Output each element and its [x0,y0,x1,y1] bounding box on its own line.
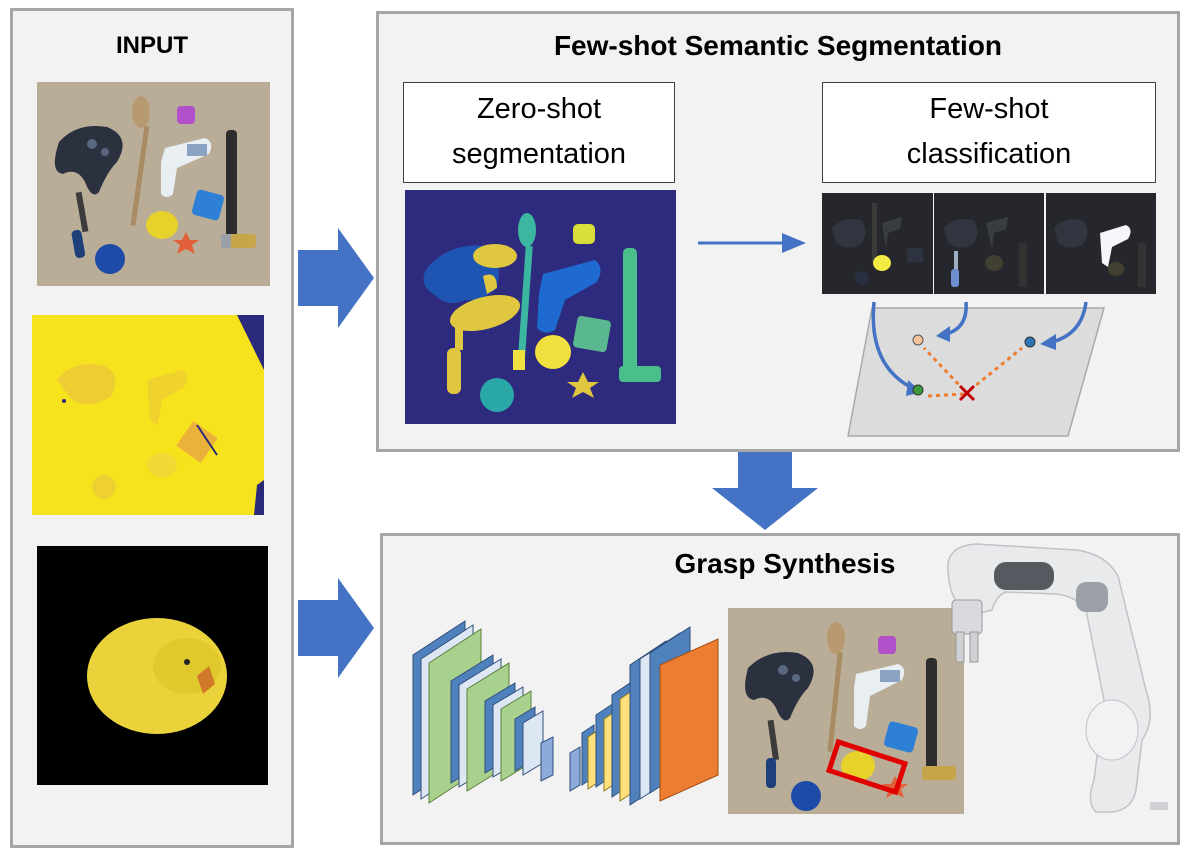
arrow-segmentation-to-grasp [712,452,818,530]
query-point-cross [958,384,976,402]
few-shot-label-line1: Few-shot [929,93,1049,125]
grasp-result-image [728,608,964,814]
input-title: INPUT [116,32,188,59]
rgb-input-image [37,82,270,286]
zero-shot-label-line2: segmentation [451,138,627,170]
few-shot-label-line2: classification [906,138,1072,170]
few-shot-label-box: Few-shot classification [822,82,1156,183]
arrow-input-to-segmentation [298,228,374,328]
prototype-point-green [912,384,924,396]
segmentation-title: Few-shot Semantic Segmentation [553,30,1003,61]
zero-shot-segmentation-mask [405,190,676,424]
depth-input-image [32,315,264,515]
arrow-input-to-grasp [298,578,374,678]
masked-crop-thermometer [1046,193,1156,294]
embedding-space-diagram [847,301,1105,437]
zero-shot-label-box: Zero-shot segmentation [403,82,675,183]
masked-crop-duck [822,193,933,294]
grasp-title: Grasp Synthesis [674,548,896,579]
robot-arm-image [947,543,1168,813]
arrow-segmentation-to-classification [698,233,806,253]
encoder-network-layers [412,620,554,804]
zero-shot-label-line1: Zero-shot [476,93,602,125]
embedding-plane [847,307,1105,437]
encoder-layer-group-4 [514,706,554,782]
masked-crop-screwdriver [934,193,1044,294]
predicted-grasp-rectangle [825,738,909,796]
object-crop-image [37,546,268,785]
decoder-network-layers [569,626,719,806]
prototype-point-blue [1024,336,1036,348]
prototype-point-orange [912,334,924,346]
